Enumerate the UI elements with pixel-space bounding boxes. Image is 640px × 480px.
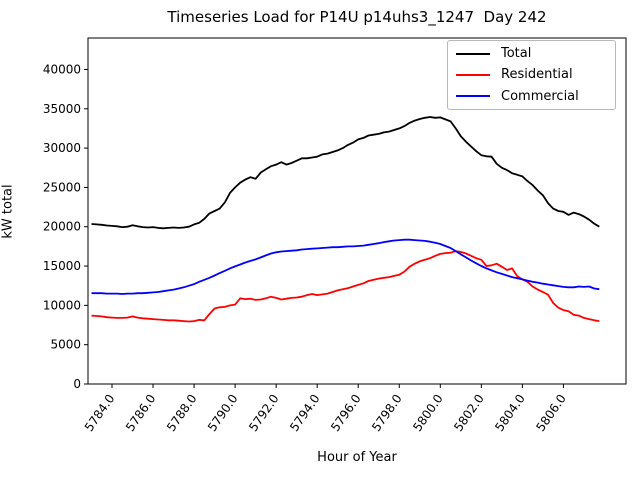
y-tick-label: 10000 — [43, 298, 81, 312]
legend-label: Commercial — [501, 88, 579, 104]
y-tick-label: 40000 — [43, 62, 81, 76]
y-tick-label: 5000 — [50, 338, 81, 352]
residential-line — [91, 250, 600, 323]
commercial-line — [91, 238, 600, 295]
legend-item-residential: Residential — [456, 67, 607, 82]
total-line — [91, 116, 600, 230]
x-tick-label: 5800.0 — [410, 392, 446, 434]
x-tick-label: 5786.0 — [123, 392, 159, 434]
x-tick-label: 5784.0 — [82, 392, 118, 434]
legend-item-commercial: Commercial — [456, 89, 607, 104]
y-tick-label: 30000 — [43, 141, 81, 155]
legend-line-sample — [456, 73, 490, 76]
series-lines — [91, 116, 600, 323]
x-tick-label: 5794.0 — [287, 392, 323, 434]
legend-label: Total — [501, 46, 532, 62]
x-tick-label: 5804.0 — [492, 392, 528, 434]
y-tick-label: 0 — [73, 377, 81, 391]
chart-title: Timeseries Load for P14U p14uhs3_1247 Da… — [167, 8, 547, 26]
y-tick-label: 15000 — [43, 259, 81, 273]
x-tick-label: 5802.0 — [451, 392, 487, 434]
legend-item-total: Total — [456, 46, 607, 61]
plot-frame — [87, 37, 627, 385]
legend-line-sample — [456, 95, 490, 98]
x-tick-label: 5806.0 — [533, 392, 569, 434]
x-tick-label: 5788.0 — [164, 392, 200, 434]
y-tick-label: 20000 — [43, 220, 81, 234]
x-tick-label: 5790.0 — [205, 392, 241, 434]
x-tick-label: 5796.0 — [328, 392, 364, 434]
legend-line-sample — [456, 52, 490, 55]
y-axis-label: kW total — [0, 184, 16, 239]
legend-label: Residential — [501, 67, 573, 83]
x-axis-label: Hour of Year — [317, 450, 397, 465]
y-tick-label: 35000 — [43, 102, 81, 116]
x-tick-label: 5792.0 — [246, 392, 282, 434]
legend: Total Residential Commercial — [447, 40, 616, 110]
x-tick-label: 5798.0 — [369, 392, 405, 434]
y-tick-label: 25000 — [43, 180, 81, 194]
